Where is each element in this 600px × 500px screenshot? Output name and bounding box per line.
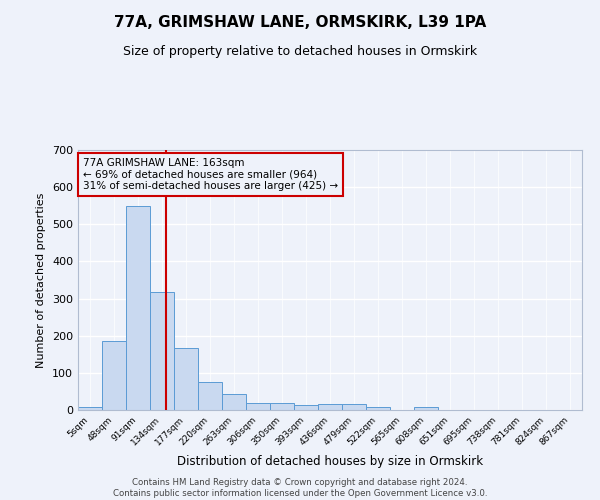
Bar (414, 407, 438, 410)
X-axis label: Distribution of detached houses by size in Ormskirk: Distribution of detached houses by size … (177, 456, 483, 468)
Y-axis label: Number of detached properties: Number of detached properties (37, 192, 46, 368)
Bar (246, 402, 270, 410)
Bar (222, 394, 246, 410)
Bar (126, 206, 150, 410)
Bar (318, 404, 342, 410)
Text: Contains HM Land Registry data © Crown copyright and database right 2024.
Contai: Contains HM Land Registry data © Crown c… (113, 478, 487, 498)
Bar (174, 348, 198, 410)
Text: Size of property relative to detached houses in Ormskirk: Size of property relative to detached ho… (123, 45, 477, 58)
Bar (366, 407, 390, 410)
Bar (150, 292, 174, 410)
Bar (294, 405, 318, 410)
Bar (342, 404, 366, 410)
Bar (198, 382, 222, 410)
Bar (102, 340, 126, 410)
Text: 77A GRIMSHAW LANE: 163sqm
← 69% of detached houses are smaller (964)
31% of semi: 77A GRIMSHAW LANE: 163sqm ← 69% of detac… (83, 158, 338, 191)
Bar (78, 407, 102, 410)
Bar (270, 402, 294, 410)
Text: 77A, GRIMSHAW LANE, ORMSKIRK, L39 1PA: 77A, GRIMSHAW LANE, ORMSKIRK, L39 1PA (114, 15, 486, 30)
